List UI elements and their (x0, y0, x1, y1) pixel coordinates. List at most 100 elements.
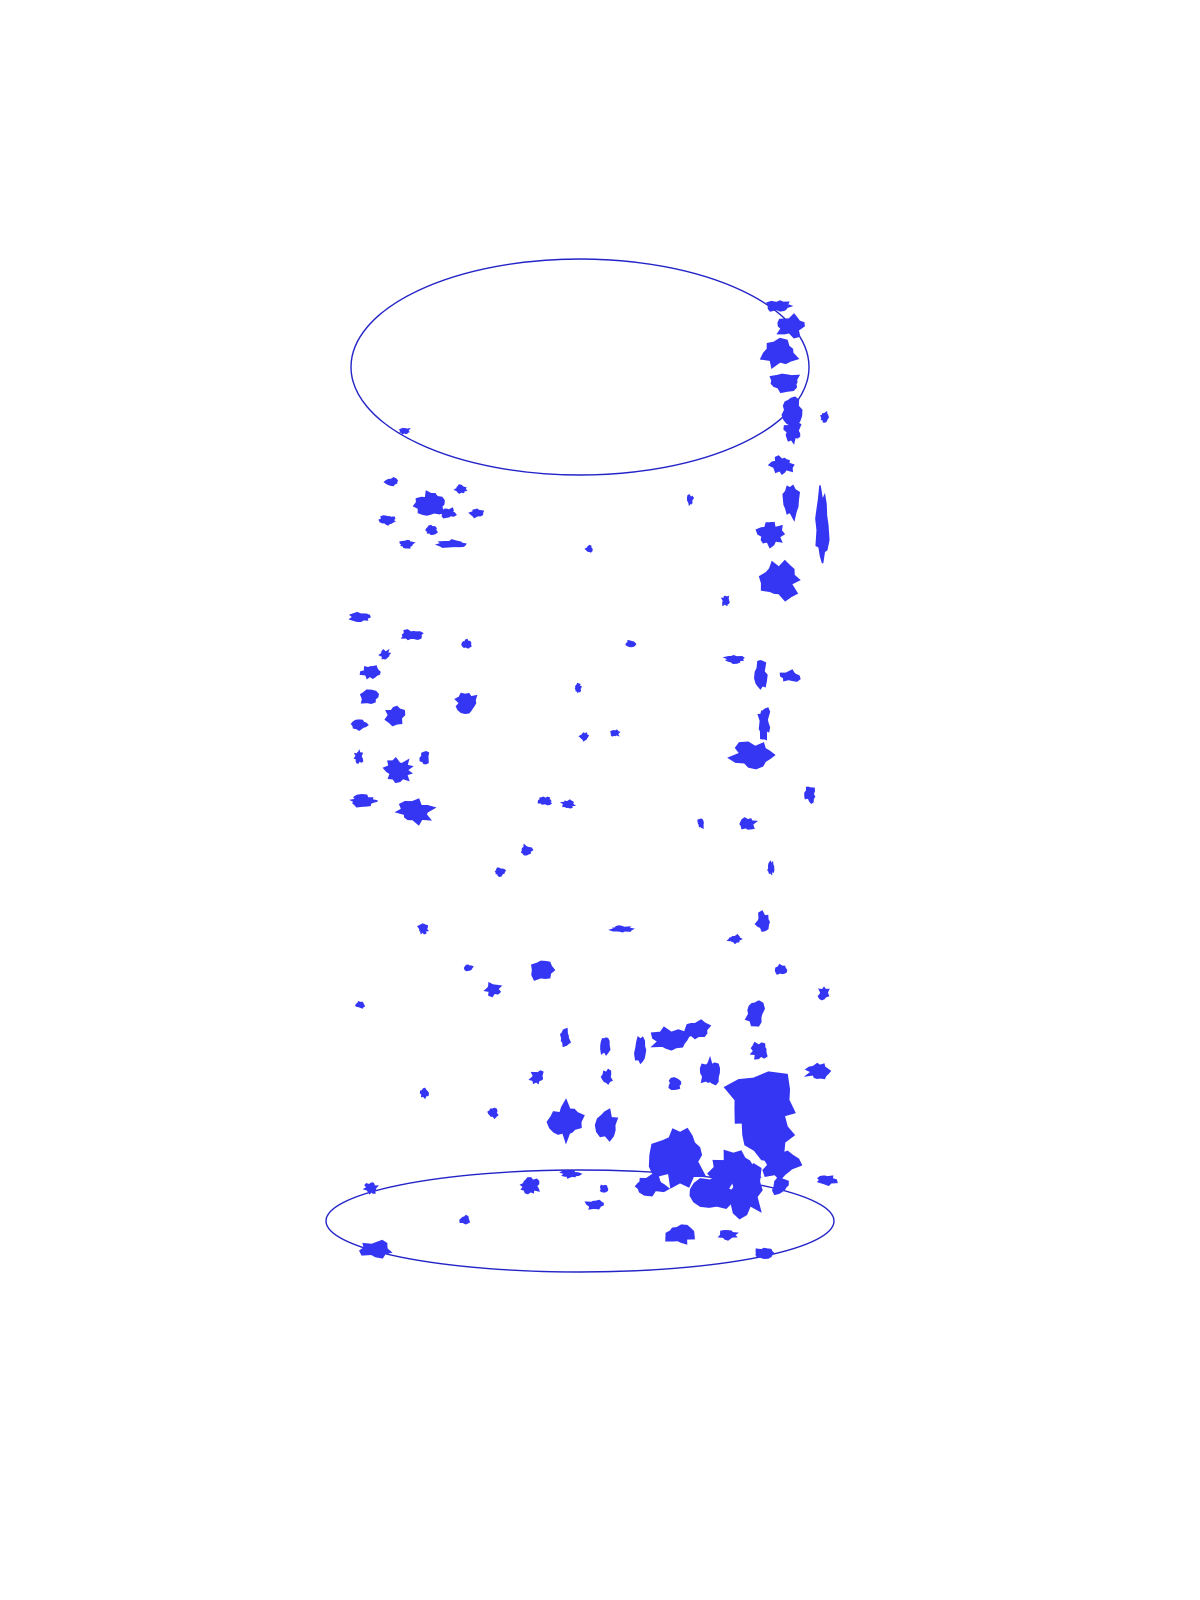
fragment-blob (779, 669, 801, 682)
fragment-blob (453, 484, 468, 494)
fragment-blob (398, 427, 411, 435)
fragment-blob (483, 981, 503, 998)
top-ellipse (350, 258, 810, 476)
fragment-blob (359, 665, 381, 680)
fragment-blob (634, 1035, 647, 1065)
fragment-blob (648, 1127, 707, 1189)
fragment-blob (417, 923, 430, 935)
fragment-blob (739, 817, 759, 830)
fragment-blob (699, 1055, 721, 1086)
fragment-blob (754, 660, 768, 690)
fragment-blob (765, 300, 794, 312)
fragment-blob (559, 1027, 572, 1048)
fragment-blob (359, 689, 380, 704)
fragment-blob (728, 1163, 763, 1220)
fragment-blob (782, 484, 801, 522)
fragment-blob (634, 1174, 671, 1197)
fragment-blob (820, 410, 830, 423)
fragment-blob (757, 707, 771, 741)
fragment-blob (767, 860, 775, 876)
fragment-blob (815, 485, 830, 564)
fragment-blob (519, 1177, 540, 1195)
fragment-blob (438, 507, 457, 519)
fragment-blob (722, 654, 745, 664)
fragment-blob (461, 638, 472, 649)
fragment-blob (600, 1068, 613, 1085)
fragment-blob (419, 751, 430, 765)
fragment-blob (399, 539, 416, 549)
fragment-blob (816, 1175, 838, 1187)
fragment-blob (362, 1182, 379, 1195)
cylinder-outlines (325, 258, 835, 1273)
fragment-blob (425, 524, 439, 535)
fragment-blob (487, 1107, 499, 1120)
fragment-blob (559, 799, 577, 809)
fragment-blob (759, 337, 800, 369)
fragment-blob (584, 1199, 604, 1210)
fragment-blob (774, 963, 788, 975)
fragment-blob (546, 1098, 585, 1145)
fragment-blob (783, 419, 802, 445)
fragment-blob (468, 508, 485, 519)
fragment-blob (754, 910, 771, 932)
fragment-blob (665, 1224, 695, 1245)
fragment-blob (650, 1026, 691, 1051)
fragment-blob (817, 986, 830, 1001)
fragment-blob (520, 843, 534, 856)
fragment-blob (755, 1247, 775, 1259)
fragment-blob (350, 719, 369, 732)
fragment-blob (771, 1174, 789, 1196)
fragment-blob (454, 692, 478, 714)
fragment-blob (727, 741, 776, 770)
fragment-blob (378, 515, 396, 526)
fragment-blob (383, 477, 399, 487)
fragment-blob (359, 1239, 393, 1259)
fragment-blob (668, 1077, 682, 1091)
fragment-blob (584, 544, 593, 553)
fragment-blob (697, 818, 704, 830)
fragment-blob (574, 682, 582, 694)
fragment-blob (531, 960, 556, 981)
fragment-blob (744, 1000, 765, 1027)
fragment-blob (689, 1175, 738, 1210)
fragment-blob (384, 705, 406, 727)
fragment-blob (804, 786, 816, 804)
fragment-blob (686, 493, 694, 507)
fragment-blob (394, 798, 437, 826)
fragment-blob (625, 639, 637, 648)
fragment-blob (578, 732, 590, 742)
fragment-blob (400, 629, 424, 641)
fragment-blob (463, 964, 474, 972)
fragment-blob (684, 1019, 712, 1040)
fragment-blob (769, 373, 801, 394)
fragment-blob (599, 1184, 609, 1193)
bottom-ellipse (325, 1169, 835, 1273)
fragment-blob (803, 1062, 832, 1080)
fragment-blob (609, 729, 621, 737)
fragment-blob (459, 1214, 471, 1225)
fragment-blob (494, 867, 507, 878)
fragment-blob (767, 455, 795, 475)
fragment-blob (419, 1087, 429, 1100)
fragment-blob (559, 1169, 583, 1179)
fragment-layer (348, 300, 838, 1259)
fragment-blob (537, 796, 553, 806)
fragment-blob (720, 595, 730, 607)
fragment-blob (594, 1108, 619, 1142)
fragment-blob (412, 490, 445, 516)
fragment-blob (749, 1041, 768, 1060)
fragment-blob (762, 1150, 803, 1181)
fragment-blob (354, 1001, 366, 1009)
fragment-blob (758, 559, 801, 602)
fragment-blob (781, 396, 803, 427)
fragment-blob (726, 933, 743, 945)
fragment-blob (434, 539, 467, 548)
fragment-blob (528, 1070, 544, 1085)
fragment-blob (378, 648, 392, 660)
fragment-blob (608, 925, 635, 933)
fragment-blob (755, 521, 786, 549)
fragment-blob (353, 749, 364, 764)
fragment-blob (776, 313, 805, 339)
fragment-blob (348, 611, 371, 623)
